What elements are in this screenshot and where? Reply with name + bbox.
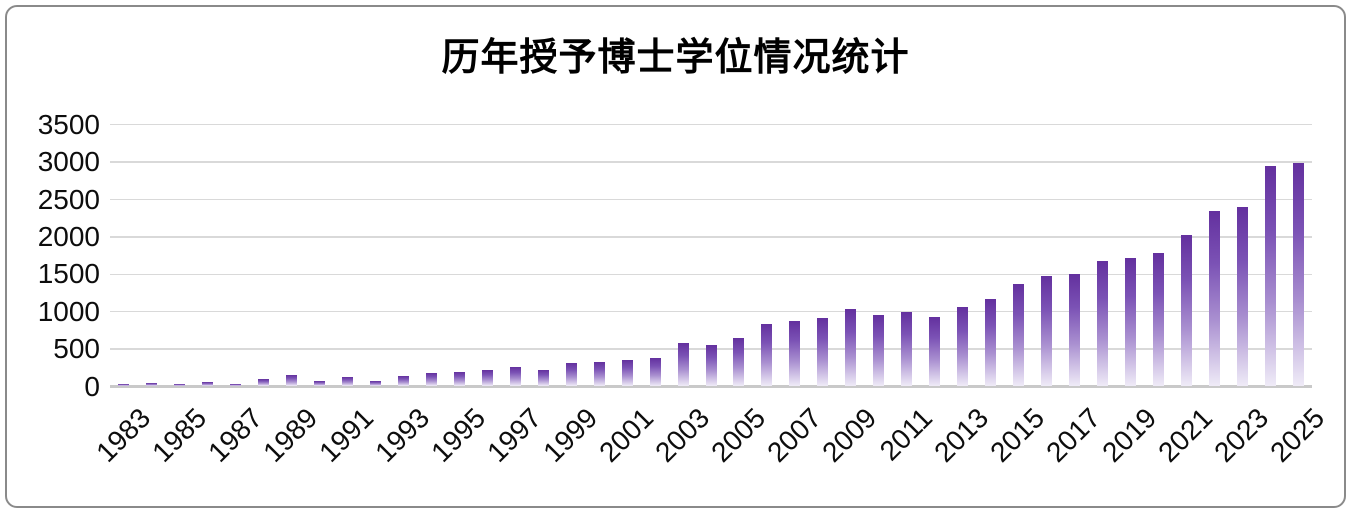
- x-tick-label-2013: 2013: [928, 402, 995, 468]
- bar-2006: [761, 323, 773, 387]
- x-tick-label-1993: 1993: [369, 402, 436, 468]
- x-tick-label-2021: 2021: [1152, 402, 1219, 468]
- bar-1997: [509, 367, 521, 387]
- bar-1992: [370, 380, 382, 387]
- x-tick-label-2007: 2007: [760, 402, 827, 468]
- bar-1993: [398, 376, 409, 387]
- bar-2013: [957, 307, 969, 387]
- x-tick-label-1987: 1987: [201, 402, 268, 468]
- x-tick-label-2003: 2003: [648, 402, 715, 468]
- bar-1987: [230, 383, 242, 387]
- bar-1990: [314, 380, 326, 387]
- bar-2014: [985, 298, 997, 387]
- x-tick-label-1989: 1989: [257, 402, 324, 468]
- bar-2012: [929, 317, 941, 387]
- bar-1989: [286, 374, 298, 387]
- bar-2009: [845, 309, 857, 387]
- x-tick-label-2023: 2023: [1208, 402, 1275, 468]
- bar-2025: [1292, 163, 1304, 387]
- x-tick-label-2011: 2011: [874, 402, 939, 467]
- gridline-1500: [110, 273, 1312, 276]
- x-tick-label-1995: 1995: [425, 402, 492, 468]
- bar-2004: [705, 344, 717, 387]
- x-tick-label-2009: 2009: [816, 402, 883, 468]
- y-tick-label-3000: 3000: [37, 146, 100, 178]
- bar-1991: [342, 376, 354, 387]
- x-axis-line: [110, 385, 1312, 388]
- gridline-2000: [110, 236, 1312, 238]
- x-tick-label-1983: 1983: [89, 402, 156, 468]
- y-tick-label-1500: 1500: [37, 258, 100, 290]
- bar-1998: [537, 369, 549, 387]
- gridline-3000: [110, 161, 1312, 163]
- bar-1999: [565, 362, 577, 387]
- bar-2007: [789, 320, 801, 387]
- bar-2019: [1124, 258, 1136, 387]
- bar-2018: [1096, 260, 1108, 387]
- x-tick-label-1997: 1997: [481, 402, 548, 468]
- bar-2011: [901, 312, 913, 387]
- bar-2010: [873, 315, 885, 387]
- x-tick-label-1999: 1999: [537, 402, 604, 468]
- bar-2024: [1264, 166, 1276, 387]
- bar-2008: [817, 318, 829, 387]
- x-tick-label-1985: 1985: [145, 402, 212, 468]
- bar-1986: [202, 382, 214, 387]
- bar-2000: [593, 361, 605, 387]
- bar-2022: [1208, 210, 1220, 387]
- bar-1984: [146, 382, 158, 387]
- bar-1996: [481, 370, 493, 387]
- bar-2015: [1012, 284, 1024, 387]
- chart-title: 历年授予博士学位情况统计: [441, 37, 910, 79]
- x-tick-label-2019: 2019: [1096, 402, 1163, 468]
- bar-2023: [1236, 207, 1248, 387]
- bar-1988: [258, 379, 270, 387]
- bar-2016: [1040, 275, 1052, 387]
- y-tick-label-2000: 2000: [37, 220, 100, 252]
- y-tick-label-1000: 1000: [37, 295, 100, 327]
- gridline-3500: [110, 123, 1312, 126]
- x-tick-label-2025: 2025: [1263, 402, 1330, 468]
- x-tick-label-2005: 2005: [704, 402, 771, 468]
- bar-2020: [1152, 252, 1164, 387]
- gridline-2500: [110, 198, 1312, 201]
- x-tick-label-1991: 1991: [313, 402, 380, 468]
- y-tick-label-2500: 2500: [37, 183, 100, 215]
- x-tick-label-2015: 2015: [984, 402, 1051, 468]
- bar-2002: [649, 357, 661, 387]
- y-tick-label-500: 500: [53, 333, 100, 365]
- bar-2005: [733, 338, 745, 387]
- x-tick-label-2001: 2001: [593, 402, 660, 468]
- x-tick-label-2017: 2017: [1040, 402, 1107, 468]
- bar-2001: [621, 359, 633, 387]
- bar-2021: [1180, 235, 1192, 387]
- bar-1983: [118, 384, 130, 387]
- bar-1985: [174, 383, 186, 387]
- bar-1994: [425, 373, 437, 387]
- gridline-1000: [110, 310, 1312, 313]
- bar-2003: [677, 343, 689, 387]
- y-tick-label-3500: 3500: [37, 108, 100, 140]
- bar-1995: [453, 372, 465, 387]
- bar-2017: [1068, 274, 1080, 387]
- y-tick-label-0: 0: [84, 370, 100, 402]
